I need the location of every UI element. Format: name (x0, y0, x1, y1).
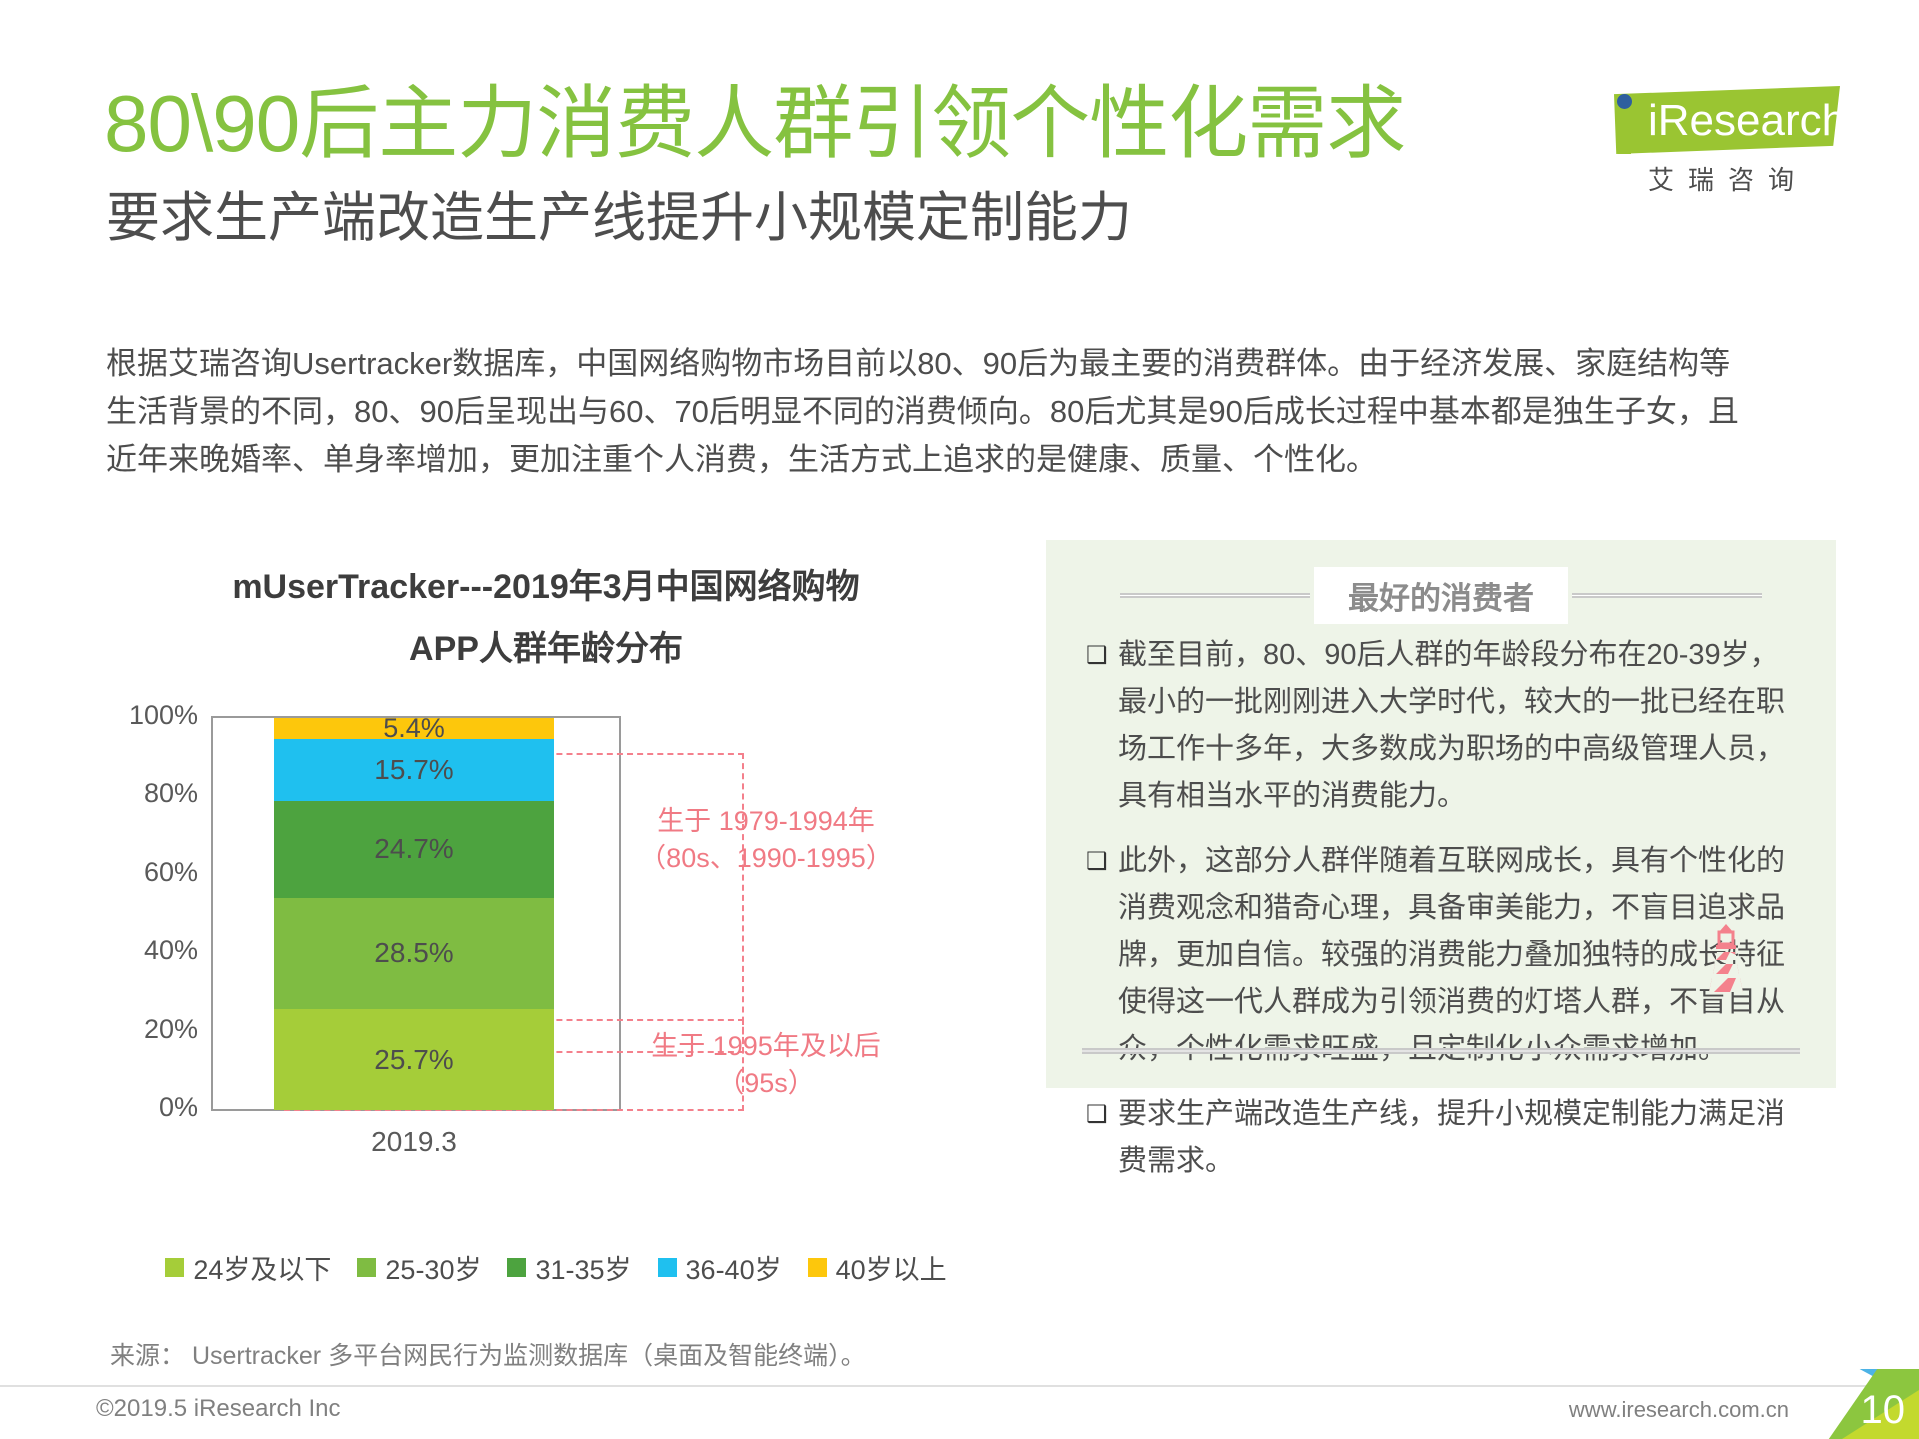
panel-bullet-3: ❑ 要求生产端改造生产线，提升小规模定制能力满足消费需求。 (1086, 1091, 1796, 1185)
bar-segment-label: 15.7% (374, 753, 454, 785)
iresearch-logo: iResearch 艾瑞咨询 (1590, 86, 1846, 196)
annotation-born-1979-1994: 生于 1979-1994年 （80s、1990-1995） (616, 803, 916, 877)
chart-title: mUserTracker---2019年3月中国网络购物 APP人群年龄分布 (96, 556, 996, 680)
panel-footer-rule (1082, 1048, 1800, 1054)
bullet-square-icon: ❑ (1086, 1101, 1108, 1128)
lighthouse-icon (1709, 924, 1743, 992)
legend-item-24岁及以下[interactable]: 24岁及以下 (165, 1248, 331, 1287)
panel-rule-left (1120, 592, 1310, 598)
bar-segment-24岁及以下[interactable]: 25.7% (274, 1009, 554, 1110)
insight-panel: 最好的消费者 ❑ 截至目前，80、90后人群的年龄段分布在20-39岁，最小的一批… (1046, 540, 1836, 1177)
intro-line-2: 生活背景的不同，80、90后呈现出与60、70后明显不同的消费倾向。80后尤其是… (106, 394, 1739, 429)
legend-label: 25-30岁 (385, 1255, 482, 1285)
bar-segment-25-30岁[interactable]: 28.5% (274, 897, 554, 1010)
panel-bullet-2: ❑ 此外，这部分人群伴随着互联网成长，具有个性化的消费观念和猎奇心理，具备审美能力… (1086, 838, 1796, 1073)
annotation-1-line-1: 生于 1979-1994年 (657, 806, 875, 836)
intro-line-3: 近年来晚婚率、单身率增加，更加注重个人消费，生活方式上追求的是健康、质量、个性化… (106, 442, 1377, 477)
legend-label: 24岁及以下 (193, 1255, 332, 1285)
panel-bullet-text: 截至目前，80、90后人群的年龄段分布在20-39岁，最小的一批刚刚进入大学时代… (1118, 639, 1786, 812)
logo-i-dot (1617, 94, 1632, 109)
y-tick-0pct: 0% (158, 1092, 198, 1122)
logo-chinese-name: 艾瑞咨询 (1647, 165, 1808, 195)
bar-segment-40岁以上[interactable]: 5.4% (274, 713, 554, 743)
source-note: 来源： Usertracker 多平台网民行为监测数据库（桌面及智能终端）。 (110, 1342, 866, 1370)
legend-label: 40岁以上 (835, 1255, 947, 1285)
panel-rule-right (1572, 592, 1762, 598)
logo-i-stem (1618, 114, 1631, 154)
intro-line-1: 根据艾瑞咨询Usertracker数据库，中国网络购物市场目前以80、90后为最… (106, 346, 1731, 381)
y-tick-100pct: 100% (128, 700, 198, 730)
legend-swatch-icon (807, 1258, 827, 1277)
panel-bullet-text: 要求生产端改造生产线，提升小规模定制能力满足消费需求。 (1118, 1098, 1786, 1177)
bar-segment-label: 5.4% (383, 713, 445, 744)
panel-header: 最好的消费者 (1046, 566, 1836, 624)
panel-heading: 最好的消费者 (1314, 566, 1568, 624)
chart-title-line-2: APP人群年龄分布 (409, 630, 683, 668)
annotation-2-line-2: （95s） (717, 1068, 815, 1098)
legend-swatch-icon (357, 1258, 377, 1277)
legend-swatch-icon (657, 1258, 677, 1277)
logo-wordmark: iResearch (1648, 96, 1847, 145)
annotation-1-line-2: （80s、1990-1995） (639, 843, 893, 873)
legend-label: 36-40岁 (685, 1255, 782, 1285)
page-number: 10 (1860, 1388, 1906, 1432)
legend-swatch-icon (507, 1258, 527, 1277)
y-tick-40pct: 40% (143, 935, 198, 966)
legend-item-31-35岁[interactable]: 31-35岁 (507, 1248, 632, 1287)
legend-swatch-icon (165, 1258, 185, 1277)
website-url: www.iresearch.com.cn (1568, 1397, 1789, 1422)
stacked-bar[interactable]: 5.4% 15.7% 24.7% 28.5% 25.7% (274, 713, 554, 1110)
bullet-square-icon: ❑ (1086, 642, 1108, 669)
chart-container: mUserTracker---2019年3月中国网络购物 APP人群年龄分布 0… (96, 548, 996, 1338)
legend-item-36-40岁[interactable]: 36-40岁 (657, 1248, 782, 1287)
annotation-2-line-1: 生于 1995年及以后 (651, 1031, 881, 1061)
bar-segment-label: 24.7% (374, 833, 454, 865)
panel-bullet-list: ❑ 截至目前，80、90后人群的年龄段分布在20-39岁，最小的一批刚刚进入大学时… (1086, 632, 1796, 1203)
y-tick-80pct: 80% (143, 778, 198, 809)
bar-segment-label: 25.7% (374, 1043, 454, 1075)
bar-segment-36-40岁[interactable]: 15.7% (274, 739, 554, 801)
chart-legend: 24岁及以下 25-30岁 31-35岁 36-40岁 40岁以上 (136, 1248, 976, 1287)
footer-divider (0, 1385, 1919, 1387)
bar-segment-31-35岁[interactable]: 24.7% (274, 800, 554, 898)
y-tick-60pct: 60% (143, 856, 198, 887)
page-title: 80\90后主力消费人群引领个性化需求 (104, 79, 1406, 168)
logo-badge-shape (1614, 86, 1840, 154)
page-subtitle: 要求生产端改造生产线提升小规模定制能力 (106, 188, 1132, 248)
x-axis-label: 2019.3 (371, 1126, 457, 1157)
chart-title-line-1: mUserTracker---2019年3月中国网络购物 (232, 568, 860, 606)
legend-item-25-30岁[interactable]: 25-30岁 (357, 1248, 481, 1287)
bullet-square-icon: ❑ (1086, 848, 1108, 875)
annotation-born-1995-after: 生于 1995年及以后 （95s） (616, 1028, 916, 1102)
bar-segment-label: 28.5% (374, 937, 454, 969)
intro-paragraph: 根据艾瑞咨询Usertracker数据库，中国网络购物市场目前以80、90后为最… (106, 340, 1822, 484)
copyright-text: ©2019.5 iResearch Inc (96, 1395, 341, 1422)
panel-bullet-text: 此外，这部分人群伴随着互联网成长，具有个性化的消费观念和猎奇心理，具备审美能力，… (1118, 845, 1786, 1065)
legend-label: 31-35岁 (535, 1255, 632, 1285)
legend-item-40岁以上[interactable]: 40岁以上 (807, 1248, 947, 1287)
page-corner-decoration: 10 (1809, 1369, 1919, 1439)
panel-bullet-1: ❑ 截至目前，80、90后人群的年龄段分布在20-39岁，最小的一批刚刚进入大学时… (1086, 632, 1796, 820)
y-tick-20pct: 20% (143, 1013, 198, 1044)
